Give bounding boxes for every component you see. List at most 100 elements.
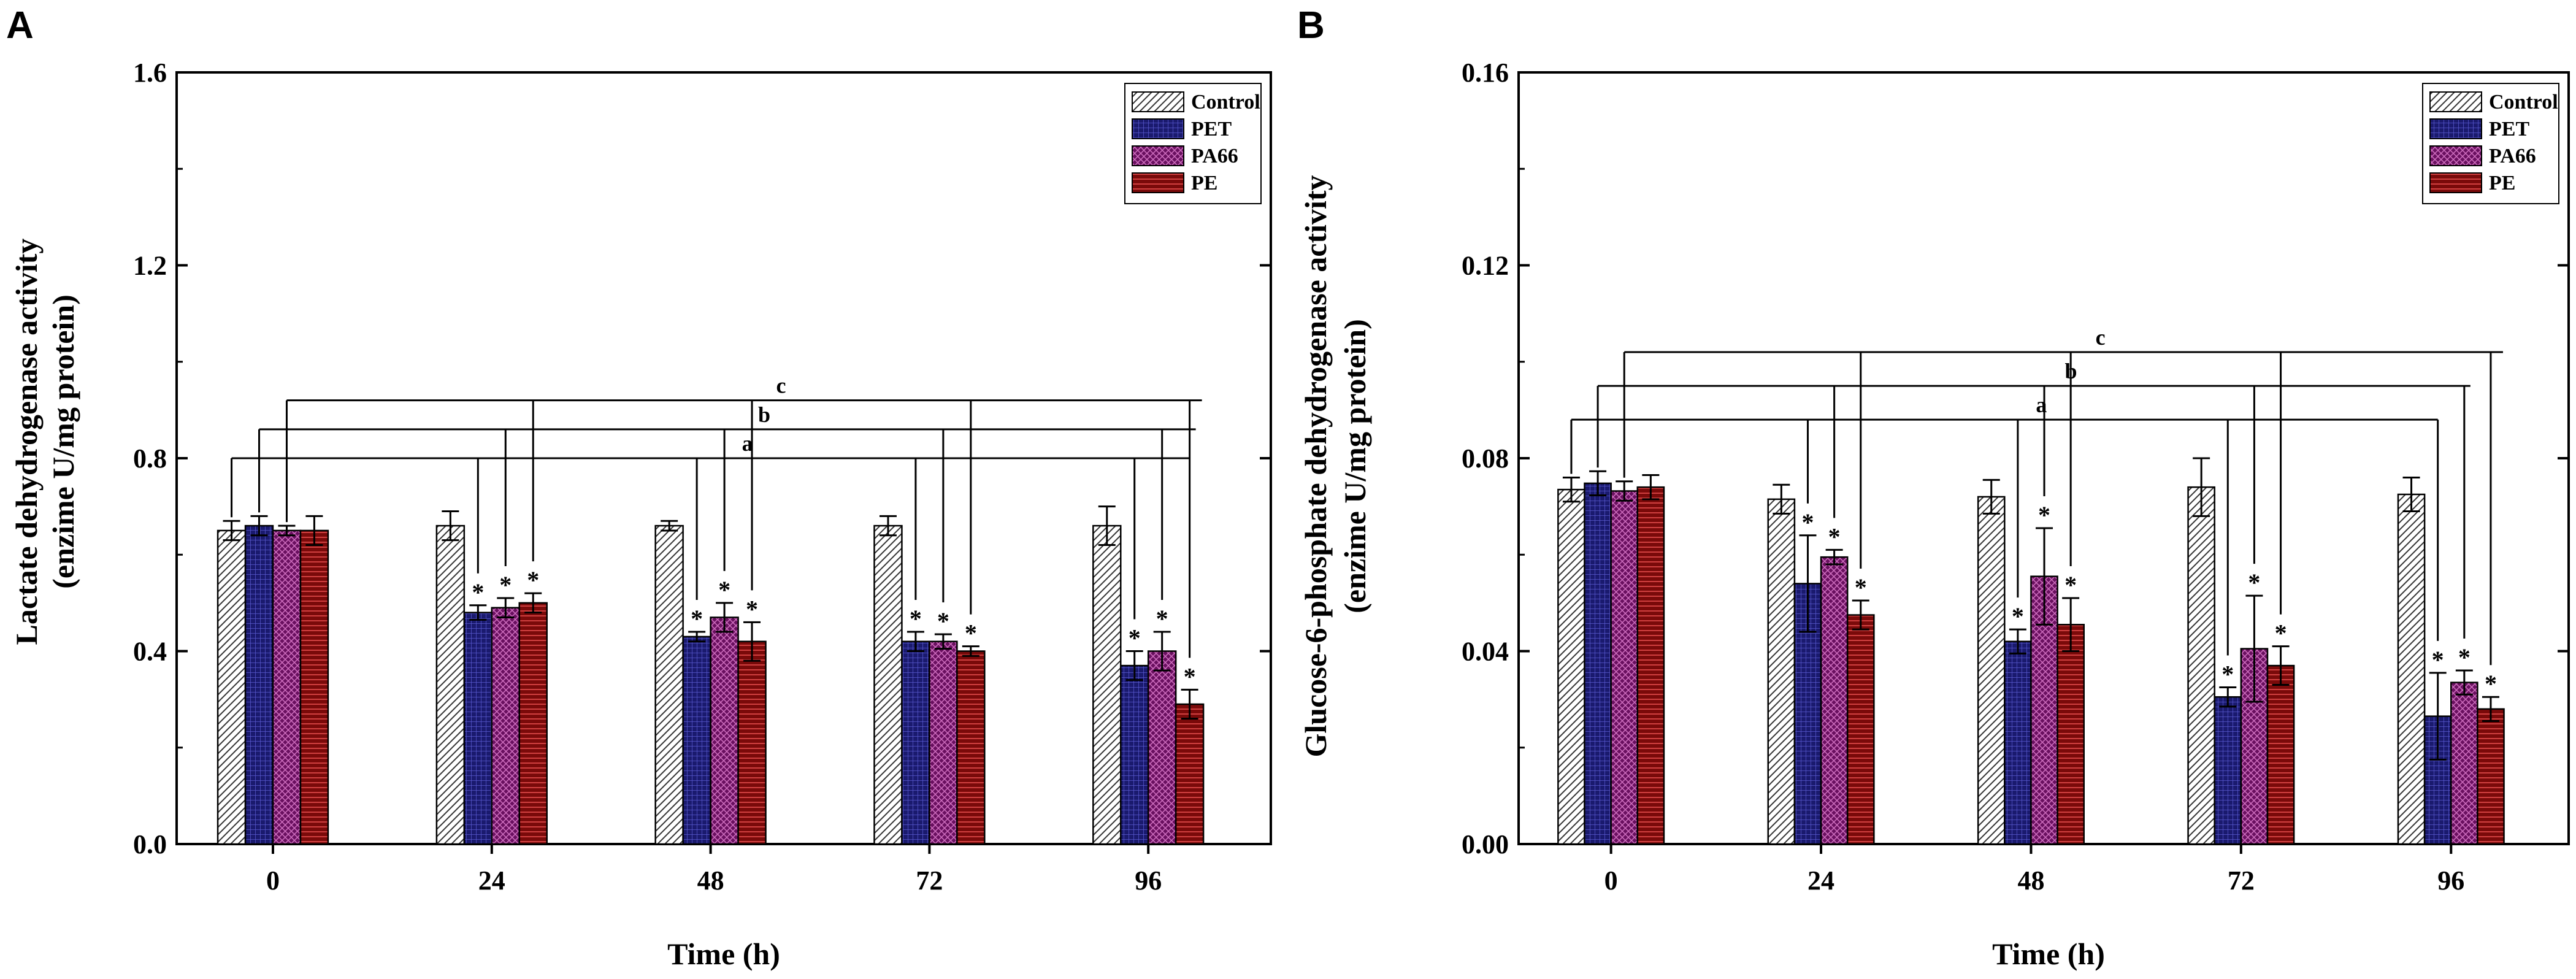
significance-star: *	[2248, 569, 2260, 596]
bar	[2187, 486, 2215, 845]
bar	[463, 612, 493, 845]
significance-star: *	[2432, 646, 2444, 674]
y-axis-subtitle: (enzime U/mg protein)	[1338, 319, 1372, 613]
legend-swatch	[2429, 172, 2482, 193]
legend-swatch	[1132, 118, 1184, 139]
panel-b: B 0.00 0.04 0.08 0.12 0.16 0 24 48 72 96 * * * * * * * * *…	[1297, 4, 2570, 971]
x-tick-label: 96	[1135, 866, 1162, 896]
bar	[2477, 708, 2505, 845]
x-tick-label: 48	[697, 866, 724, 896]
y-tick-label: 0.00	[1462, 829, 1509, 859]
bar	[1636, 486, 1665, 845]
legend-label: PE	[1191, 172, 1217, 194]
bar	[901, 640, 930, 845]
y-axis-title: Glucose-6-phosphate dehydrogenase activi…	[1298, 175, 1333, 757]
significance-star: *	[746, 595, 758, 623]
bar	[1977, 496, 2006, 845]
x-axis-title: Time (h)	[1992, 937, 2105, 971]
panel-letter: A	[6, 4, 34, 47]
bar	[2004, 640, 2032, 845]
legend-swatch	[2429, 118, 2482, 139]
bar	[654, 524, 684, 845]
legend-swatch	[1132, 91, 1184, 112]
significance-star: *	[2275, 620, 2287, 647]
legend-swatch	[1132, 172, 1184, 193]
bar	[299, 529, 329, 845]
bar	[1767, 498, 1796, 845]
legend-swatch	[2429, 145, 2482, 166]
significance-star: *	[1828, 523, 1841, 550]
bar	[873, 524, 903, 845]
bar	[737, 640, 767, 845]
legend-label: PET	[1191, 118, 1232, 140]
bar	[1119, 664, 1149, 845]
x-tick-label: 24	[1807, 866, 1834, 896]
significance-star: *	[1801, 509, 1814, 536]
x-tick-label: 72	[916, 866, 943, 896]
y-tick-label: 1.2	[133, 251, 167, 281]
x-tick-label: 24	[478, 866, 505, 896]
bracket-label: c	[776, 374, 786, 398]
legend-label: Control	[2489, 91, 2558, 113]
plot-area: 0.00 0.04 0.08 0.12 0.16 0 24 48 72 96 * * * * * * * * * * *…	[1462, 58, 2570, 896]
bar	[2397, 493, 2426, 845]
significance-star: *	[937, 607, 949, 635]
significance-star: *	[2064, 571, 2077, 599]
significance-star: *	[1184, 662, 1196, 690]
legend-label: PA66	[2489, 145, 2536, 167]
bar	[1175, 703, 1205, 845]
significance-star: *	[1129, 624, 1141, 652]
bar	[1584, 482, 1612, 845]
bar	[710, 616, 739, 845]
plot-area: 0.0 0.4 0.8 1.2 1.6 0 24 48 72 96 * * * * * * * * * * * * abc C…	[133, 58, 1272, 896]
bar	[1820, 556, 1849, 845]
bracket-label: a	[742, 431, 753, 456]
y-axis-title: Lactate dehydrogenase activity	[9, 239, 44, 645]
bar	[1092, 524, 1122, 845]
bar	[244, 524, 274, 845]
x-tick-label: 48	[2017, 866, 2044, 896]
significance-star: *	[472, 578, 484, 606]
x-tick-label: 72	[2228, 866, 2255, 896]
bracket-label: a	[2036, 393, 2047, 417]
bracket-label: c	[2096, 325, 2106, 350]
x-tick-label: 0	[1604, 866, 1618, 896]
bar	[435, 524, 466, 845]
significance-star: *	[2458, 643, 2471, 671]
bar	[217, 529, 247, 845]
significance-star: *	[1855, 574, 1867, 601]
y-tick-label: 0.04	[1462, 637, 1509, 667]
significance-star: *	[910, 605, 922, 632]
legend-swatch	[1132, 145, 1184, 166]
bar	[2450, 681, 2478, 845]
bar	[682, 635, 711, 845]
bar	[2057, 624, 2085, 845]
x-tick-label: 96	[2437, 866, 2464, 896]
bracket-label: b	[758, 402, 770, 427]
y-tick-label: 0.0	[133, 829, 167, 859]
legend-label: PA66	[1191, 145, 1238, 167]
significance-star: *	[718, 576, 730, 604]
bar	[491, 607, 520, 845]
bar	[1147, 650, 1177, 845]
legend-label: PE	[2489, 172, 2515, 194]
bar	[1846, 614, 1875, 845]
legend-label: Control	[1191, 91, 1260, 113]
significance-star: *	[691, 605, 703, 632]
bar	[2266, 664, 2295, 845]
significance-star: *	[965, 620, 977, 647]
bar	[1557, 488, 1585, 845]
y-tick-label: 1.6	[133, 58, 167, 88]
y-tick-label: 0.12	[1462, 251, 1509, 281]
legend-swatch	[2429, 91, 2482, 112]
y-tick-label: 0.4	[133, 637, 167, 667]
bar	[956, 650, 986, 845]
significance-star: *	[1156, 605, 1168, 632]
significance-star: *	[2012, 602, 2024, 630]
y-axis-subtitle: (enzime U/mg protein)	[46, 294, 80, 589]
bar	[929, 640, 958, 845]
x-tick-label: 0	[266, 866, 280, 896]
bar	[272, 529, 302, 845]
significance-star: *	[499, 571, 512, 599]
